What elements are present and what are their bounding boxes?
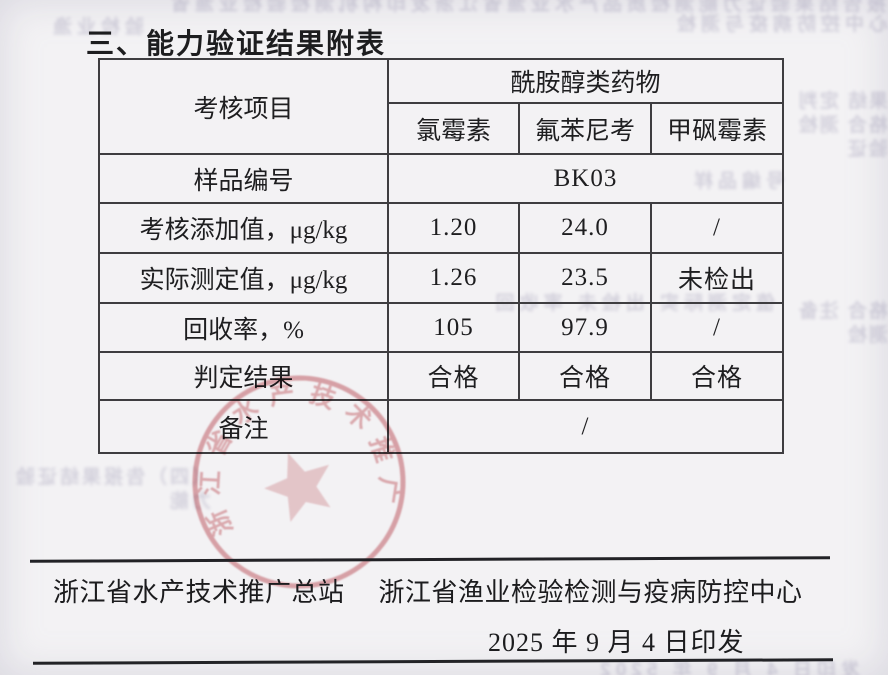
header-drug-florfenicol: 氟苯尼考 [518,102,652,155]
table-row: 回收率，% 105 97.9 / [98,302,784,353]
header-item-column: 考核项目 [98,58,389,155]
bleedthrough-text: 果结 定判 格合 测检 验证 [796,91,888,160]
result-chloramphenicol: 合格 [387,351,520,401]
spiked-florfenicol: 24.0 [518,202,652,254]
sample-id-value: BK03 [387,153,784,204]
measured-florfenicol: 23.5 [518,252,652,304]
bleedthrough-text: 心中控防病疫与测检 [671,14,888,35]
row-label-remarks: 备注 [98,399,389,454]
table-row: 判定结果 合格 合格 合格 [98,351,784,401]
footer-org-left: 浙江省水产技术推广总站 [53,578,345,607]
spiked-chloramphenicol: 1.20 [387,202,520,254]
section-title: 三、能力验证结果附表 [86,28,387,59]
spiked-thiamphenicol: / [650,202,784,254]
header-drug-thiamphenicol: 甲砜霉素 [650,102,784,155]
footer-issue-date: 2025 年 9 月 4 日印发 [488,628,745,657]
footer-org-right: 浙江省渔业检验检测与疫病防控中心 [378,578,803,607]
table-row: 考核添加值，μg/kg 1.20 24.0 / [98,202,784,254]
remarks-value: / [387,399,784,454]
recovery-florfenicol: 97.9 [518,302,652,353]
bleedthrough-text: 格合 注备 测检 [796,301,888,346]
footer-top-rule [29,556,831,563]
row-label-measured-value: 实际测定值，μg/kg [98,252,389,304]
measured-chloramphenicol: 1.26 [387,252,520,304]
result-thiamphenicol: 合格 [650,351,784,401]
bleedthrough-text: （四）告报果结证验力能 [12,467,211,512]
result-florfenicol: 合格 [518,351,652,401]
row-label-result: 判定结果 [98,351,389,401]
table-row: 实际测定值，μg/kg 1.26 23.5 未检出 [98,252,784,304]
row-label-sample-id: 样品编号 [98,153,389,204]
proficiency-results-table: 考核项目 酰胺醇类药物 氯霉素 氟苯尼考 甲砜霉素 样品编号 BK03 考核添加… [98,58,784,454]
measured-thiamphenicol: 未检出 [650,252,784,304]
row-label-spiked-value: 考核添加值，μg/kg [98,202,389,254]
recovery-thiamphenicol: / [650,302,784,353]
bleedthrough-text: 报告结果验证力能测检质品产水业渔省江浙发印构机测检验检业渔省 [165,0,886,15]
footer-organizations: 浙江省水产技术推广总站 浙江省渔业检验检测与疫病防控中心 [53,572,843,609]
footer-bottom-rule [32,658,834,665]
header-drug-chloramphenicol: 氯霉素 [387,102,520,155]
row-label-recovery: 回收率，% [98,302,389,353]
table-row: 备注 / [98,399,784,454]
header-drug-group: 酰胺醇类药物 [387,58,784,104]
table-row: 样品编号 BK03 [98,153,784,204]
recovery-chloramphenicol: 105 [387,302,520,353]
